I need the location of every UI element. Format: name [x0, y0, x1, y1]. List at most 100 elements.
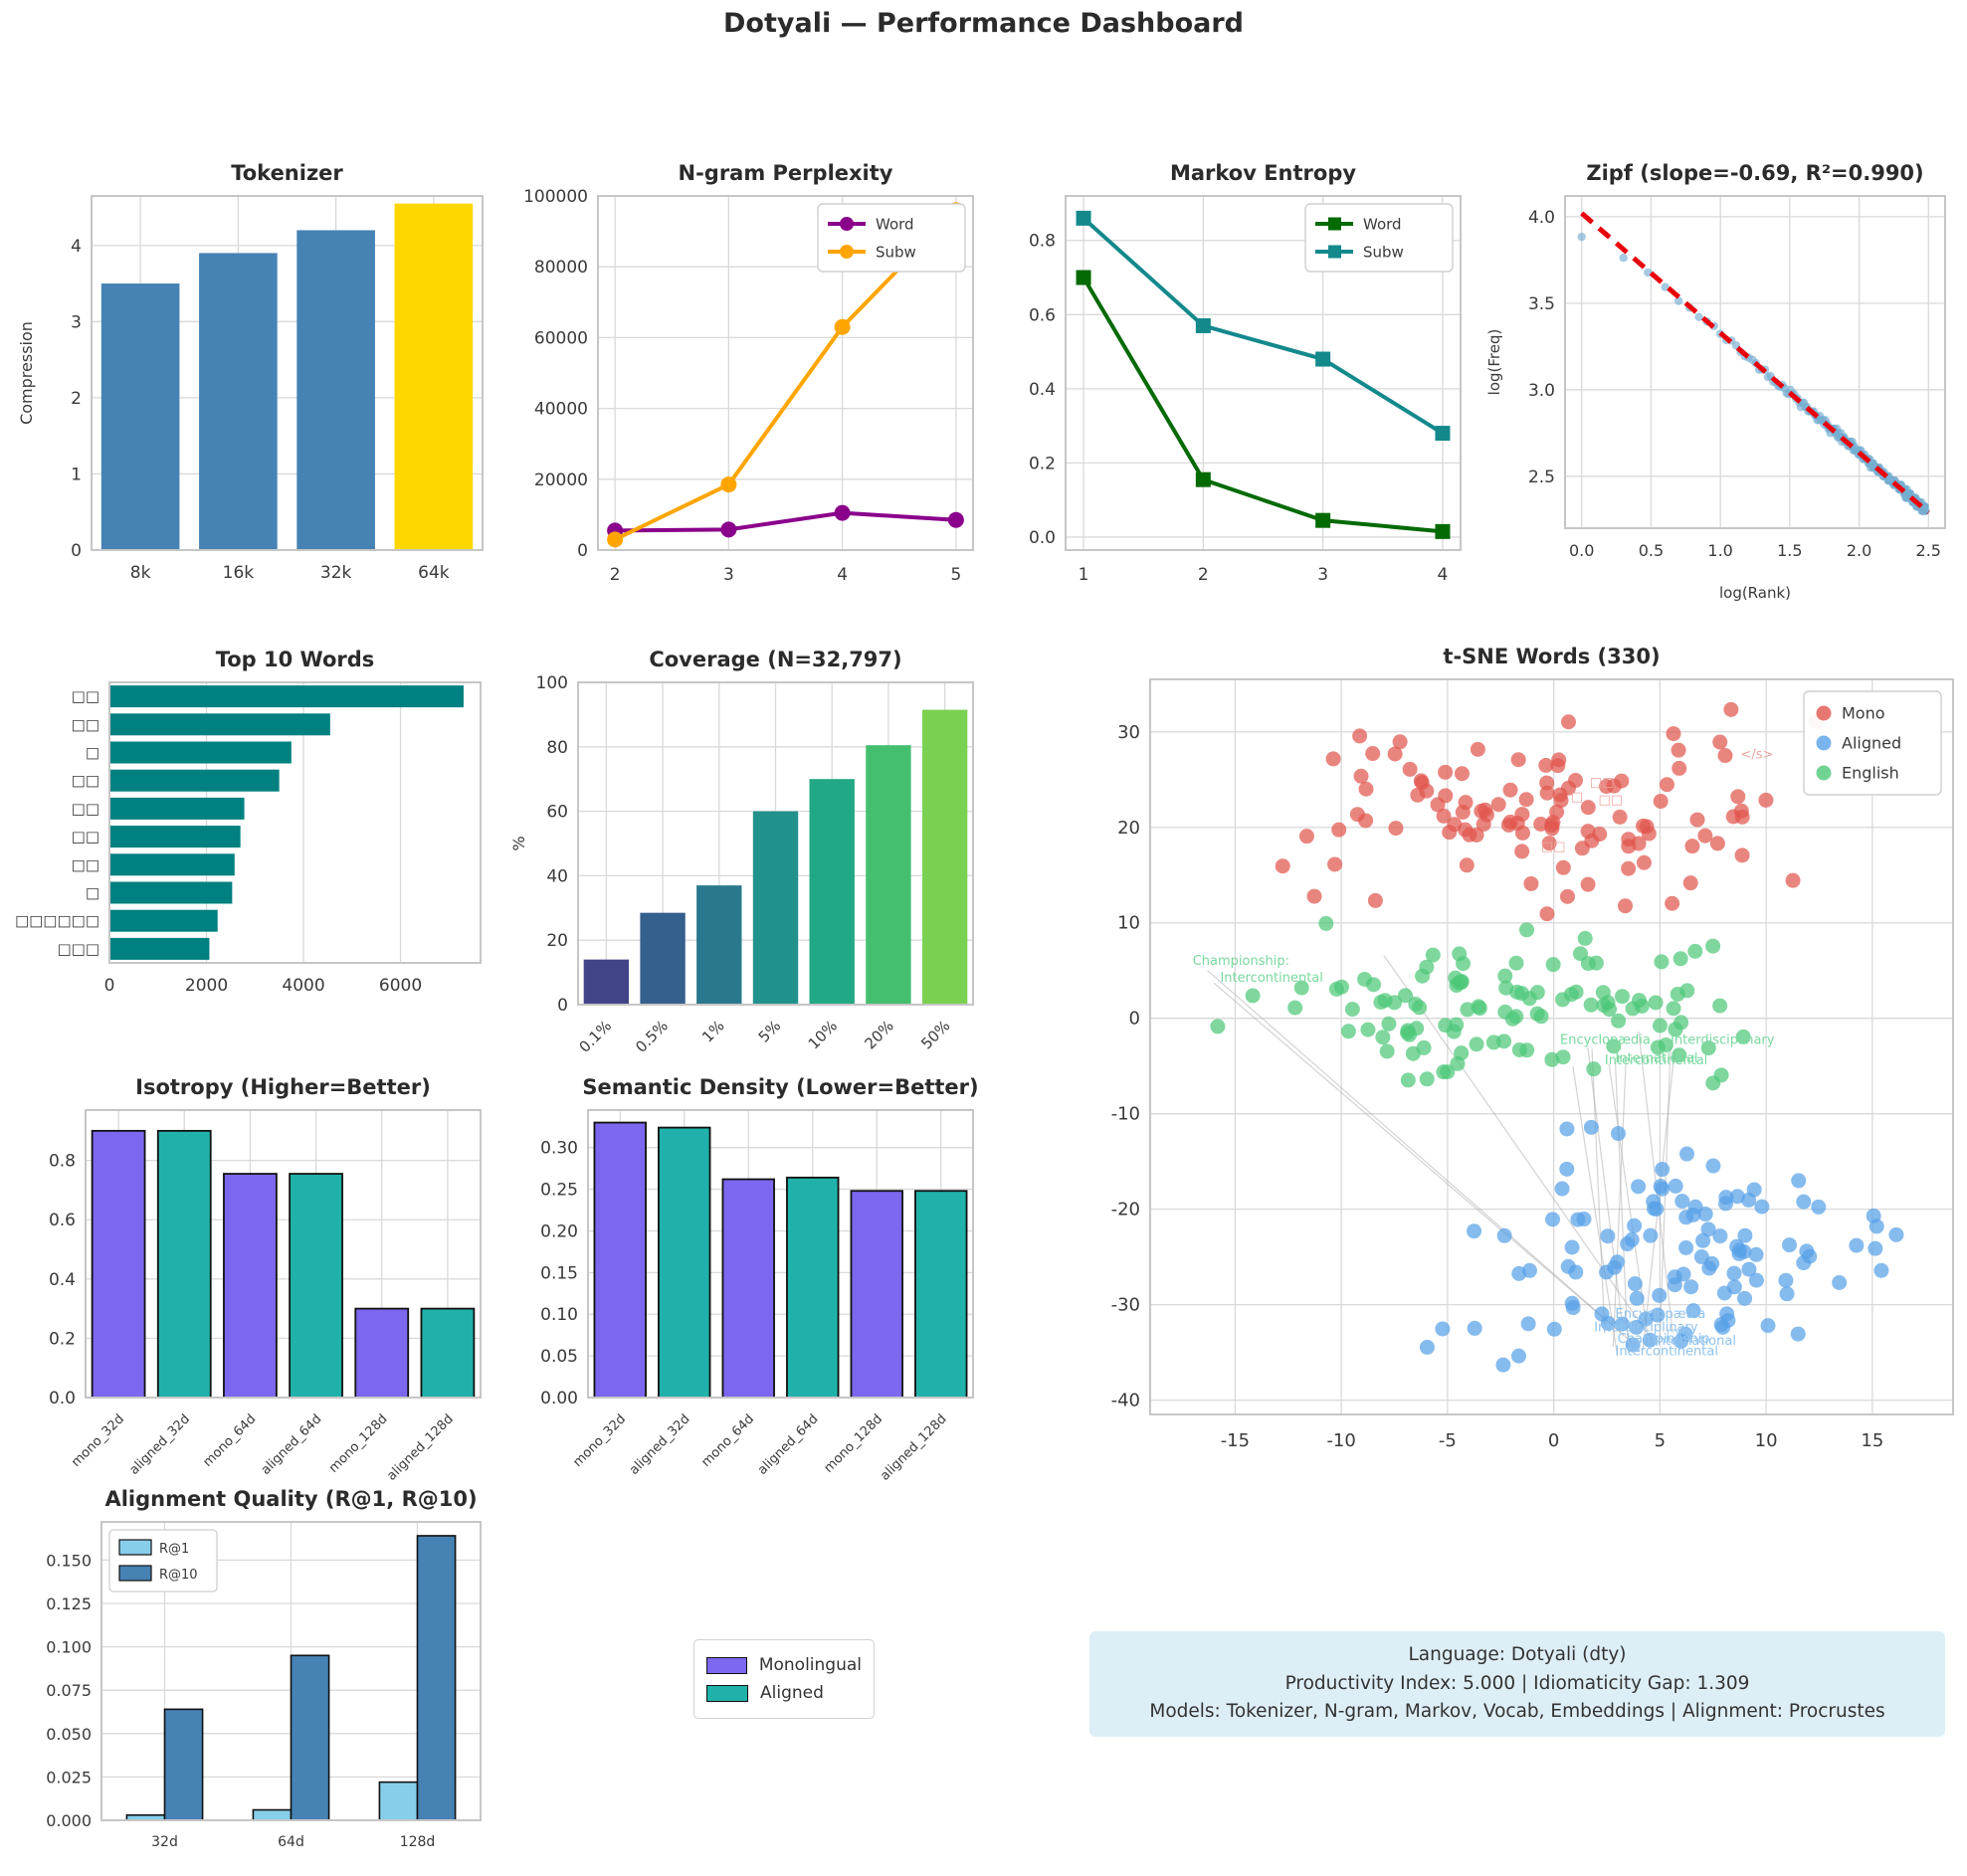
- svg-text:aligned_32d: aligned_32d: [126, 1411, 193, 1478]
- svg-text:20%: 20%: [861, 1017, 896, 1052]
- svg-text:Top 10 Words: Top 10 Words: [216, 648, 375, 671]
- svg-text:2.5: 2.5: [1916, 541, 1941, 560]
- svg-text:□□: □□: [72, 772, 99, 790]
- svg-text:%: %: [509, 836, 528, 850]
- svg-text:Championship:: Championship:: [1193, 954, 1289, 969]
- svg-text:aligned_64d: aligned_64d: [755, 1411, 822, 1478]
- svg-text:0.0: 0.0: [49, 1389, 76, 1408]
- info-models: Models: Tokenizer, N-gram, Markov, Vocab…: [1149, 1701, 1885, 1723]
- chart-zipf: 2.5 3.0 3.5 4.0 0.0 0.5 1.0 1.5 2.0 2.5 log(Rank) l…: [1479, 144, 1959, 612]
- svg-text:10: 10: [1117, 913, 1140, 934]
- svg-text:Encyclopædia: Encyclopædia: [1560, 1033, 1651, 1048]
- svg-text:N-gram Perplexity: N-gram Perplexity: [679, 161, 893, 185]
- svg-text:0: 0: [104, 976, 115, 996]
- chart-top-words: □□ □□ □ □□ □□ □□ □□ □ □□□□□□ □□□ 0 2000 4000 6000 Top …: [10, 635, 492, 1032]
- chart-ngram-perplexity: 0 20000 40000 60000 80000 100000 2 3 4 5 N-gram Pe…: [502, 144, 985, 612]
- svg-text:6000: 6000: [379, 976, 422, 996]
- svg-text:Subw: Subw: [876, 244, 916, 262]
- aligned-label: Aligned: [760, 1683, 824, 1703]
- svg-text:10: 10: [1755, 1430, 1778, 1451]
- info-indices: Productivity Index: 5.000 | Idiomaticity…: [1284, 1672, 1750, 1694]
- svg-text:□□: □□: [1667, 1327, 1691, 1342]
- svg-text:□□: □□: [72, 687, 99, 705]
- svg-text:60: 60: [546, 803, 568, 823]
- svg-text:0.00: 0.00: [540, 1389, 578, 1408]
- svg-text:□: □: [86, 884, 99, 902]
- svg-text:2: 2: [71, 389, 82, 409]
- svg-text:mono_128d: mono_128d: [326, 1411, 391, 1476]
- summary-info-box: Language: Dotyali (dty) Productivity Ind…: [1089, 1631, 1945, 1737]
- svg-text:□: □: [1571, 790, 1583, 805]
- svg-text:0.5: 0.5: [1639, 541, 1664, 560]
- svg-text:0.4: 0.4: [49, 1270, 76, 1290]
- svg-text:20: 20: [1117, 818, 1140, 839]
- svg-text:40: 40: [546, 866, 568, 886]
- chart-tsne: Championship: Intercontinental Encyclopædi…: [1073, 632, 1967, 1482]
- svg-text:80000: 80000: [534, 258, 588, 278]
- svg-text:2.5: 2.5: [1528, 468, 1555, 487]
- svg-text:International: International: [1654, 1334, 1736, 1349]
- svg-text:15: 15: [1861, 1430, 1883, 1451]
- svg-text:0.10: 0.10: [540, 1305, 578, 1325]
- svg-text:aligned_32d: aligned_32d: [627, 1411, 693, 1478]
- svg-text:mono_128d: mono_128d: [821, 1411, 885, 1476]
- svg-text:80: 80: [546, 738, 568, 758]
- svg-text:0.125: 0.125: [46, 1595, 92, 1613]
- svg-text:Championship: Championship: [1618, 1332, 1710, 1347]
- svg-text:-5: -5: [1439, 1430, 1457, 1451]
- svg-text:English: English: [1842, 764, 1899, 783]
- svg-text:mono_32d: mono_32d: [69, 1411, 127, 1470]
- svg-text:4: 4: [1438, 565, 1449, 585]
- svg-text:Word: Word: [1363, 216, 1402, 234]
- svg-text:0.2: 0.2: [49, 1329, 76, 1349]
- svg-text:0.050: 0.050: [46, 1725, 92, 1744]
- svg-text:0.4: 0.4: [1029, 380, 1056, 400]
- svg-text:aligned_128d: aligned_128d: [384, 1411, 456, 1483]
- svg-text:Compression: Compression: [17, 321, 36, 425]
- svg-text:□□: □□: [1541, 840, 1566, 854]
- svg-text:□□: □□: [72, 855, 99, 873]
- svg-text:log(Freq): log(Freq): [1485, 329, 1503, 396]
- legend-item-aligned: Aligned: [706, 1683, 862, 1703]
- aligned-swatch: [706, 1684, 748, 1702]
- svg-text:Word: Word: [876, 216, 914, 234]
- svg-text:0.20: 0.20: [540, 1221, 578, 1241]
- embedding-legend: Monolingual Aligned: [693, 1639, 875, 1719]
- svg-text:Intercontinental: Intercontinental: [1220, 971, 1322, 986]
- svg-text:0: 0: [1548, 1430, 1559, 1451]
- svg-text:mono_32d: mono_32d: [570, 1411, 629, 1470]
- svg-text:-30: -30: [1111, 1295, 1140, 1316]
- svg-text:3.0: 3.0: [1528, 381, 1555, 401]
- svg-text:0: 0: [71, 541, 82, 561]
- svg-text:2: 2: [610, 565, 621, 585]
- svg-text:aligned_128d: aligned_128d: [878, 1411, 949, 1483]
- svg-text:</s>: </s>: [1741, 748, 1774, 763]
- svg-text:3.5: 3.5: [1528, 294, 1555, 314]
- svg-text:4.0: 4.0: [1528, 208, 1555, 228]
- svg-text:Zipf (slope=-0.69, R²=0.990): Zipf (slope=-0.69, R²=0.990): [1586, 161, 1923, 185]
- svg-text:0.075: 0.075: [46, 1681, 92, 1700]
- svg-text:0.0: 0.0: [1569, 541, 1594, 560]
- page-title: Dotyali — Performance Dashboard: [723, 8, 1244, 39]
- svg-text:0.100: 0.100: [46, 1638, 92, 1657]
- svg-text:20000: 20000: [534, 470, 588, 490]
- svg-text:128d: 128d: [400, 1834, 436, 1850]
- svg-text:0.25: 0.25: [540, 1181, 578, 1201]
- svg-text:R@10: R@10: [159, 1568, 198, 1583]
- svg-text:International: International: [1616, 1051, 1698, 1066]
- svg-text:0.6: 0.6: [1029, 305, 1056, 325]
- zipf-plot: 2.5 3.0 3.5 4.0 0.0 0.5 1.0 1.5 2.0 2.5 log(Rank) l…: [1485, 161, 1946, 602]
- svg-text:□□: □□: [1598, 793, 1623, 808]
- svg-text:3: 3: [71, 312, 82, 332]
- svg-text:1: 1: [71, 465, 82, 484]
- svg-text:0.6: 0.6: [49, 1211, 76, 1230]
- svg-text:Isotropy (Higher=Better): Isotropy (Higher=Better): [135, 1075, 431, 1099]
- coverage-plot: 0 20 40 60 80 100 0.1% 0.5% 1% 5% 10% 20% 50%% Covera…: [509, 648, 974, 1056]
- svg-text:2000: 2000: [185, 976, 228, 996]
- alignment-quality-plot: 0.000 0.025 0.050 0.075 0.100 0.125 0.150 32d 64…: [46, 1487, 482, 1850]
- svg-text:Tokenizer: Tokenizer: [231, 161, 343, 185]
- svg-text:4: 4: [837, 565, 848, 585]
- svg-text:Aligned: Aligned: [1842, 734, 1901, 753]
- svg-text:Intercontinental: Intercontinental: [1616, 1344, 1718, 1359]
